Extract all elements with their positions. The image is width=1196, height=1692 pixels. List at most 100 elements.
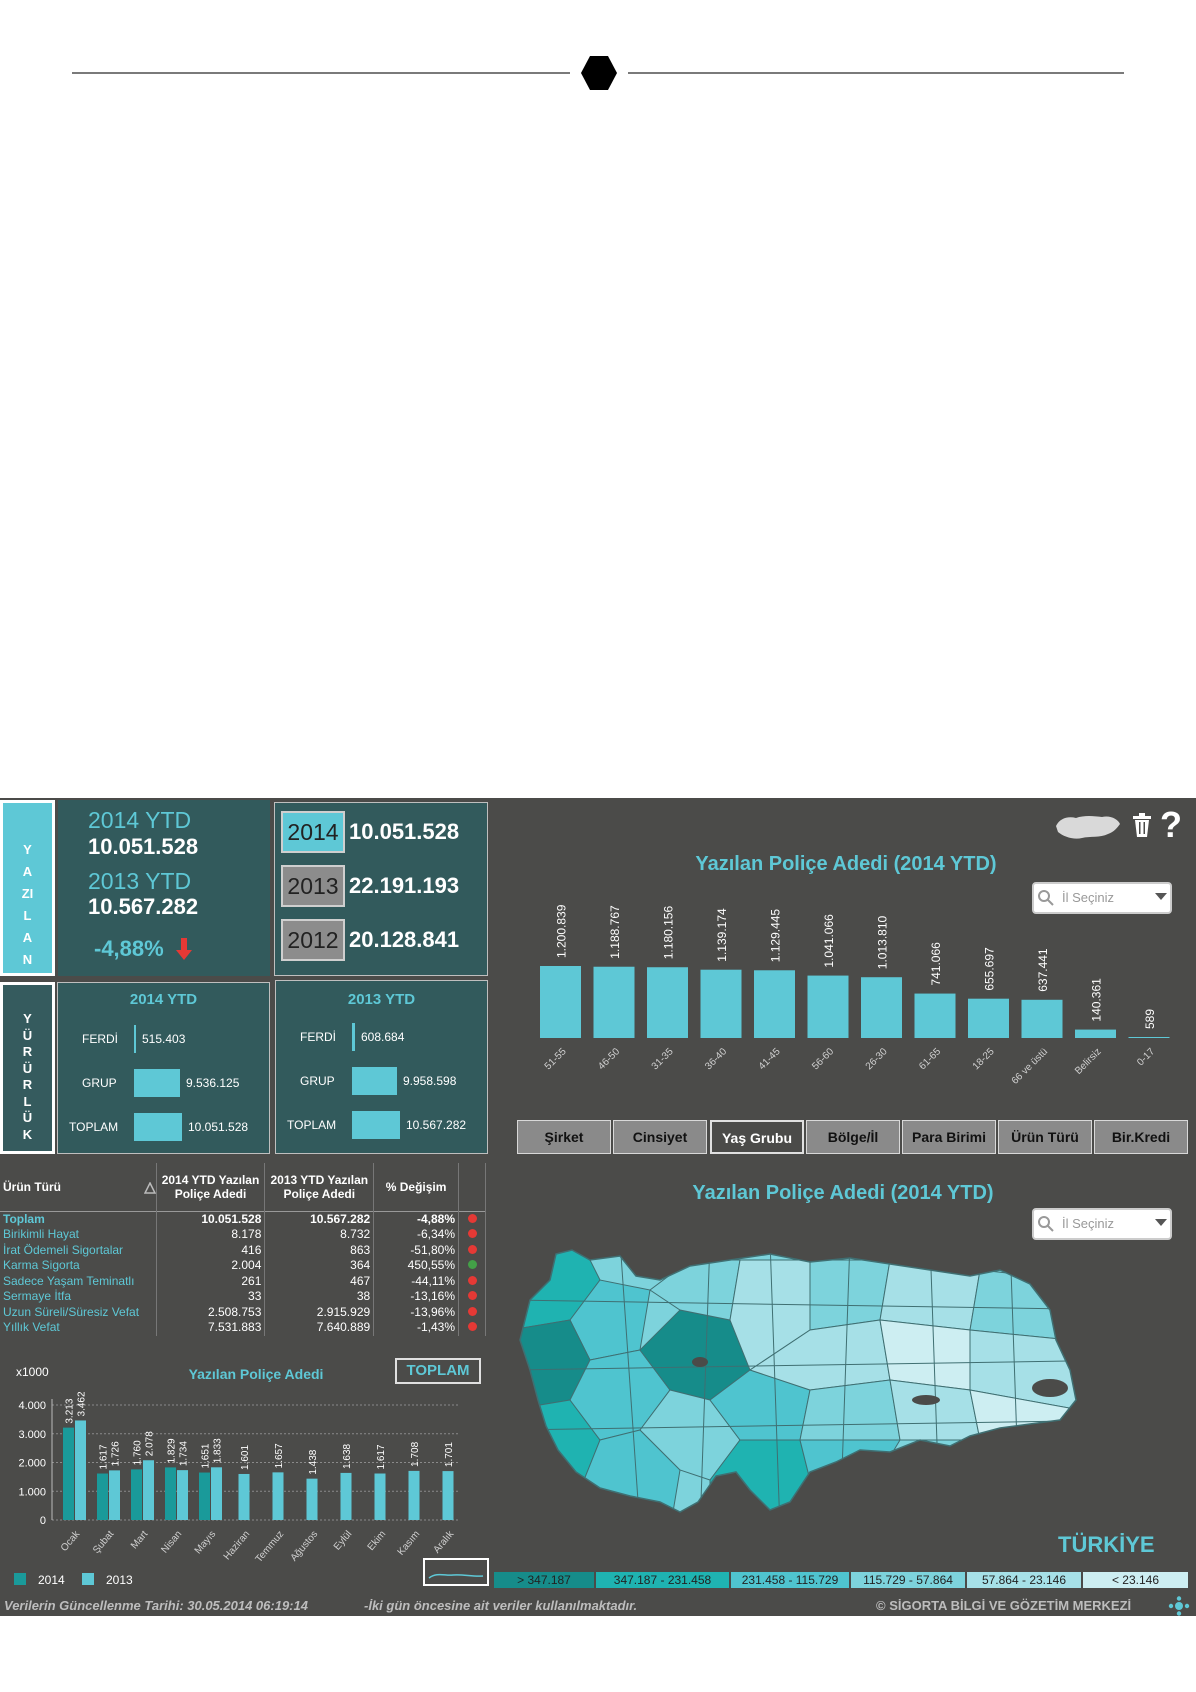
- map-legend-item[interactable]: 57.864 - 23.146: [967, 1572, 1081, 1588]
- tab-2[interactable]: Yaş Grubu: [710, 1120, 804, 1154]
- month-bar-2013[interactable]: [75, 1420, 86, 1520]
- month-bar-2013[interactable]: [340, 1472, 352, 1520]
- il-select-top[interactable]: İl Seçiniz: [1032, 882, 1172, 914]
- age-bar[interactable]: [1021, 999, 1063, 1038]
- chevron-down-icon[interactable]: [1155, 893, 1167, 901]
- table-row[interactable]: Uzun Süreli/Süresiz Vefat 2.508.753 2.915.…: [0, 1304, 486, 1320]
- age-bar[interactable]: [807, 975, 849, 1038]
- month-bar-2014[interactable]: [165, 1467, 176, 1520]
- legend-swatch[interactable]: [82, 1573, 94, 1585]
- age-bar[interactable]: [968, 998, 1009, 1038]
- age-category-label: 0-17: [1135, 1046, 1157, 1068]
- product-type-table: Ürün Türü 2014 YTD Yazılan Poliçe Adedi …: [0, 1163, 486, 1336]
- yururluk-side-label[interactable]: YÜRÜRLÜK: [0, 982, 55, 1154]
- yururluk-bar[interactable]: [134, 1025, 136, 1053]
- month-bar-2013[interactable]: [442, 1471, 454, 1520]
- month-bar-2014[interactable]: [63, 1427, 74, 1520]
- month-bar-2014[interactable]: [97, 1473, 108, 1520]
- ytd-change: -4,88%: [94, 936, 164, 961]
- hexagon-icon: [581, 56, 617, 90]
- age-bar[interactable]: [540, 966, 581, 1038]
- table-row[interactable]: Toplam 10.051.528 10.567.282 -4,88%: [0, 1210, 486, 1227]
- y-tick-label: 3.000: [18, 1429, 46, 1441]
- month-bar-2013[interactable]: [109, 1470, 120, 1520]
- col-header-change[interactable]: % Değişim: [373, 1163, 460, 1211]
- month-bar-label: 1.734: [179, 1441, 190, 1466]
- map-legend-item[interactable]: < 23.146: [1083, 1572, 1188, 1588]
- y-tick-label: 4.000: [18, 1400, 46, 1412]
- status-cell: [458, 1273, 486, 1289]
- age-bar[interactable]: [861, 977, 902, 1038]
- col-header-2014[interactable]: 2014 YTD Yazılan Poliçe Adedi: [156, 1163, 266, 1211]
- sort-ascending-icon[interactable]: [144, 1182, 156, 1194]
- tab-0[interactable]: Şirket: [517, 1120, 611, 1154]
- month-bar-2013[interactable]: [408, 1470, 420, 1520]
- age-bar[interactable]: [593, 966, 635, 1038]
- age-category-label: 18-25: [971, 1046, 997, 1072]
- toplam-button[interactable]: TOPLAM: [395, 1358, 481, 1384]
- month-bar-2013[interactable]: [211, 1467, 222, 1520]
- trash-icon[interactable]: [1131, 812, 1153, 838]
- month-bar-label: 1.651: [201, 1443, 212, 1468]
- tab-1[interactable]: Cinsiyet: [613, 1120, 707, 1154]
- month-bar-2013[interactable]: [306, 1478, 318, 1520]
- status-cell: [458, 1289, 486, 1305]
- month-bar-2013[interactable]: [177, 1470, 188, 1520]
- map-legend-item[interactable]: 347.187 - 231.458: [596, 1572, 729, 1588]
- table-cell-v2014: 10.051.528: [156, 1210, 266, 1227]
- map-legend-item[interactable]: 231.458 - 115.729: [731, 1572, 849, 1588]
- age-bar[interactable]: [700, 969, 742, 1038]
- map-legend-item[interactable]: 115.729 - 57.864: [851, 1572, 965, 1588]
- tab-3[interactable]: Bölge/İl: [806, 1120, 900, 1154]
- table-cell-v2013: 38: [264, 1289, 375, 1305]
- legend-label: 2014: [38, 1573, 65, 1587]
- chevron-down-icon[interactable]: [1155, 1219, 1167, 1227]
- turkey-provinces-map[interactable]: [510, 1240, 1130, 1530]
- search-icon: [1038, 890, 1054, 906]
- month-bar-2013[interactable]: [238, 1473, 250, 1520]
- age-bar[interactable]: [647, 967, 688, 1038]
- help-button[interactable]: ?: [1160, 804, 1182, 845]
- il-select-map-placeholder: İl Seçiniz: [1062, 1216, 1115, 1231]
- tab-5[interactable]: Ürün Türü: [998, 1120, 1092, 1154]
- yururluk-bar[interactable]: [134, 1069, 180, 1097]
- col-header-product[interactable]: Ürün Türü: [0, 1163, 157, 1211]
- month-bar-2013[interactable]: [143, 1460, 154, 1520]
- year-button-1[interactable]: 2013: [281, 865, 345, 907]
- month-bar-2013[interactable]: [272, 1472, 284, 1520]
- yururluk-bar[interactable]: [352, 1023, 355, 1051]
- turkey-map-icon[interactable]: [1054, 812, 1122, 842]
- chart-thumbnail-icon[interactable]: [423, 1558, 489, 1586]
- year-button-2[interactable]: 2012: [281, 919, 345, 961]
- yazilan-side-label[interactable]: YAZILAN: [0, 800, 55, 976]
- table-cell-change: -13,16%: [373, 1289, 460, 1305]
- table-row[interactable]: İrat Ödemeli Sigortalar 416 863 -51,80%: [0, 1242, 486, 1258]
- age-bar[interactable]: [754, 970, 795, 1038]
- yururluk-bar[interactable]: [352, 1111, 400, 1139]
- y-tick-label: 0: [40, 1515, 46, 1527]
- table-cell-v2013: 8.732: [264, 1227, 375, 1243]
- table-row[interactable]: Sadece Yaşam Teminatlı 261 467 -44,11%: [0, 1273, 486, 1289]
- age-bar[interactable]: [914, 993, 956, 1038]
- map-legend-item[interactable]: > 347.187: [494, 1572, 594, 1588]
- il-select-map[interactable]: İl Seçiniz: [1032, 1208, 1172, 1240]
- table-row[interactable]: Sermaye İtfa 33 38 -13,16%: [0, 1289, 486, 1305]
- yururluk-2014-panel: 2014 YTD FERDİ 515.403 GRUP 9.536.125 TOPLAM…: [57, 982, 270, 1154]
- month-bar-2014[interactable]: [131, 1469, 142, 1520]
- table-row[interactable]: Yıllık Vefat 7.531.883 7.640.889 -1,43%: [0, 1320, 486, 1336]
- yururluk-bar[interactable]: [134, 1113, 182, 1141]
- age-bar[interactable]: [1075, 1029, 1116, 1038]
- table-row[interactable]: Birikimli Hayat 8.178 8.732 -6,34%: [0, 1227, 486, 1243]
- col-header-2013[interactable]: 2013 YTD Yazılan Poliçe Adedi: [264, 1163, 375, 1211]
- age-bar[interactable]: [1128, 1037, 1170, 1038]
- legend-swatch[interactable]: [14, 1573, 26, 1585]
- table-row[interactable]: Karma Sigorta 2.004 364 450,55%: [0, 1258, 486, 1274]
- yururluk-row-label: FERDİ: [82, 1032, 118, 1046]
- year-button-0[interactable]: 2014: [281, 811, 345, 853]
- tab-4[interactable]: Para Birimi: [902, 1120, 996, 1154]
- month-bar-2014[interactable]: [199, 1472, 210, 1520]
- tab-6[interactable]: Bir.Kredi: [1094, 1120, 1188, 1154]
- yururluk-bar[interactable]: [352, 1067, 397, 1095]
- month-bar-2013[interactable]: [374, 1473, 386, 1520]
- month-bar-label: 3.462: [77, 1391, 88, 1416]
